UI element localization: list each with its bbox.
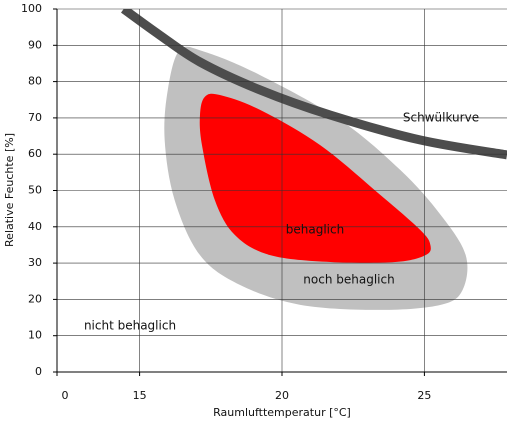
curve (121, 9, 507, 160)
series-label: noch behaglich (303, 273, 394, 287)
x-tick-label: 0 (62, 389, 69, 402)
y-tick-label: 70 (28, 111, 42, 124)
x-tick-label: 20 (275, 389, 289, 402)
y-tick-label: 10 (28, 329, 42, 342)
region (199, 93, 431, 263)
y-tick-label: 50 (28, 184, 42, 197)
y-tick-label: 40 (28, 220, 42, 233)
annotation: nicht behaglich (84, 319, 176, 333)
y-tick-label: 100 (21, 2, 42, 15)
y-axis-label: Relative Feuchte [%] (3, 133, 16, 247)
x-tick-label: 25 (417, 389, 431, 402)
y-tick-label: 30 (28, 256, 42, 269)
y-tick-label: 0 (35, 365, 42, 378)
plot-area (121, 9, 507, 310)
y-tick-label: 90 (28, 38, 42, 51)
y-tick-label: 20 (28, 292, 42, 305)
y-tick-label: 80 (28, 75, 42, 88)
x-axis-label: Raumlufttemperatur [°C] (213, 406, 351, 419)
series-label: Schwülkurve (403, 111, 479, 125)
x-tick-label: 15 (133, 389, 147, 402)
y-tick-label: 60 (28, 147, 42, 160)
series-label: behaglich (286, 223, 344, 237)
